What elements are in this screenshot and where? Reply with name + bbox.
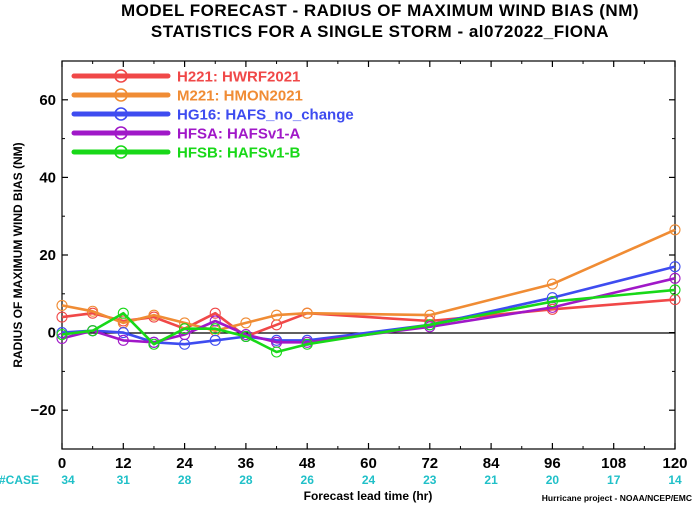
data-point xyxy=(87,305,99,317)
x-axis-label: Forecast lead time (hr) xyxy=(304,489,433,503)
series-line xyxy=(61,228,676,333)
x-tick-label: 84 xyxy=(483,455,500,472)
series-3 xyxy=(56,272,681,348)
series-line xyxy=(61,298,676,338)
data-point xyxy=(87,325,99,337)
data-point xyxy=(117,334,129,346)
data-point xyxy=(669,224,681,236)
x-tick-label: 96 xyxy=(544,455,561,472)
legend-entry: HFSA: HAFSv1-A xyxy=(71,126,301,143)
data-point xyxy=(56,299,68,311)
legend-label: HFSB: HAFSv1-B xyxy=(177,145,301,162)
data-point xyxy=(669,261,681,273)
x-tick-label: 48 xyxy=(299,455,316,472)
case-count: 20 xyxy=(546,473,560,487)
data-point xyxy=(56,328,68,341)
y-axis: −20 0 20 40 60 xyxy=(31,92,675,419)
case-count: 26 xyxy=(301,473,315,487)
y-tick-label: 0 xyxy=(48,325,56,342)
series-layer xyxy=(56,224,681,358)
chart-subtitle: STATISTICS FOR A SINGLE STORM - al072022… xyxy=(151,22,609,41)
x-tick-label: 0 xyxy=(58,455,66,472)
legend-marker xyxy=(114,107,128,121)
x-tick-label: 72 xyxy=(421,455,438,472)
data-point xyxy=(179,323,191,335)
data-point xyxy=(424,319,436,331)
legend-entry: HG16: HAFS_no_change xyxy=(71,107,354,124)
case-count: 31 xyxy=(117,473,131,487)
case-count: 34 xyxy=(61,473,75,487)
data-point xyxy=(56,311,68,323)
case-count: 21 xyxy=(484,473,498,487)
data-point xyxy=(209,323,221,335)
series-1 xyxy=(56,224,681,337)
data-point xyxy=(270,309,283,321)
legend-entry: M221: HMON2021 xyxy=(71,88,303,105)
credit-text: Hurricane project - NOAA/NCEP/EMC xyxy=(542,493,692,503)
data-point xyxy=(209,334,221,346)
legend-entry: HFSB: HAFSv1-B xyxy=(71,145,301,162)
y-axis-label: RADIUS OF MAXIMUM WIND BIAS (NM) xyxy=(11,142,25,367)
case-count: 28 xyxy=(239,473,253,487)
case-count: 24 xyxy=(362,473,376,487)
data-point xyxy=(270,346,283,358)
legend-marker xyxy=(114,69,128,83)
data-point xyxy=(148,338,160,350)
x-axis: 0 12 24 36 48 60 72 84 96 108 120 xyxy=(58,61,688,472)
y-tick-label: 20 xyxy=(39,247,56,264)
data-point xyxy=(301,307,313,319)
data-point xyxy=(301,338,313,350)
series-line xyxy=(61,288,676,354)
legend-label: H221: HWRF2021 xyxy=(177,69,300,86)
y-tick-label: 40 xyxy=(39,169,56,186)
legend-marker xyxy=(114,126,128,140)
legend-marker xyxy=(114,145,128,159)
x-tick-label: 36 xyxy=(238,455,255,472)
case-count: 23 xyxy=(423,473,437,487)
data-point xyxy=(240,330,252,343)
data-point xyxy=(148,309,160,321)
plot-frame xyxy=(61,60,676,450)
data-point xyxy=(240,317,252,329)
legend-entry: H221: HWRF2021 xyxy=(71,69,300,86)
chart-title: MODEL FORECAST - RADIUS OF MAXIMUM WIND … xyxy=(121,1,639,20)
data-point xyxy=(546,296,558,308)
x-tick-label: 24 xyxy=(176,455,193,472)
y-tick-label: 60 xyxy=(39,92,56,109)
case-count: 14 xyxy=(668,473,682,487)
case-counts: 34 31 28 28 26 24 23 21 20 17 14 xyxy=(61,473,682,487)
x-tick-label: 12 xyxy=(115,455,132,472)
legend-label: M221: HMON2021 xyxy=(177,88,303,105)
legend-label: HFSA: HAFSv1-A xyxy=(177,126,301,143)
data-point xyxy=(546,278,558,290)
data-point xyxy=(117,307,129,319)
data-point xyxy=(209,315,221,327)
case-count: 28 xyxy=(178,473,192,487)
data-point xyxy=(209,307,221,319)
data-point xyxy=(117,327,129,339)
y-tick-label: −20 xyxy=(31,402,56,419)
data-point xyxy=(669,272,681,284)
x-tick-label: 108 xyxy=(601,455,626,472)
x-tick-label: 60 xyxy=(360,455,377,472)
case-label: #CASE xyxy=(0,473,39,487)
series-4 xyxy=(56,284,681,358)
legend: H221: HWRF2021 M221: HMON2021 HG16: HAFS_n… xyxy=(71,69,354,162)
legend-label: HG16: HAFS_no_change xyxy=(177,107,354,124)
data-point xyxy=(669,284,681,296)
x-tick-label: 120 xyxy=(662,455,687,472)
legend-marker xyxy=(114,88,128,102)
case-count: 17 xyxy=(607,473,621,487)
